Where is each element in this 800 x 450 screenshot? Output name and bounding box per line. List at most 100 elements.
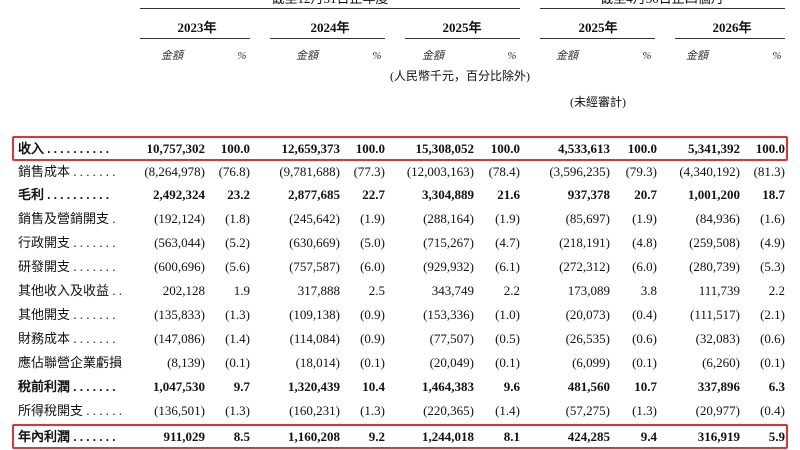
cell: 9.4 — [640, 429, 657, 444]
cell: (77,507) — [429, 331, 474, 346]
cell: (0.6) — [632, 331, 657, 346]
unaudited-note: (未經審計) — [570, 95, 626, 109]
cell: 9.2 — [368, 429, 385, 444]
rule — [405, 38, 520, 39]
cell: (4,340,192) — [679, 164, 740, 179]
rule — [270, 38, 385, 39]
cell: 10.4 — [362, 379, 385, 394]
cell: (4.9) — [760, 235, 785, 250]
cell: (9,781,688) — [279, 164, 340, 179]
cell: 1,320,439 — [288, 379, 340, 394]
cell: (563,044) — [154, 235, 205, 250]
cell: (0.1) — [632, 355, 657, 370]
cell: 21.6 — [497, 187, 520, 202]
cell: (245,642) — [289, 211, 340, 226]
cell: (218,191) — [559, 235, 610, 250]
cell: (1.3) — [360, 403, 385, 418]
cell: (1.9) — [360, 211, 385, 226]
cell: 1,001,200 — [688, 187, 740, 202]
cell: (280,739) — [689, 259, 740, 274]
cell: (111,517) — [690, 307, 740, 322]
amount-header: 金額 — [296, 50, 318, 62]
amount-header: 金額 — [556, 50, 578, 62]
cell: 2,492,324 — [153, 187, 205, 202]
rule — [540, 8, 785, 9]
cell: 5.9 — [768, 429, 785, 444]
cell: (18,014) — [295, 355, 340, 370]
cell: 2.2 — [503, 283, 520, 298]
cell: 3,304,889 — [422, 187, 474, 202]
cell: (4.7) — [495, 235, 520, 250]
cell: 911,029 — [163, 429, 205, 444]
cell: (20,049) — [429, 355, 474, 370]
cell: 2,877,685 — [288, 187, 340, 202]
cell: 15,308,052 — [415, 141, 475, 156]
cell: (77.3) — [353, 164, 385, 179]
cell: 2.5 — [368, 283, 385, 298]
cell: 23.2 — [227, 187, 250, 202]
cell: 1.9 — [233, 283, 250, 298]
cell: (0.1) — [760, 355, 785, 370]
group-header: 截至12月31日止年度 — [271, 0, 388, 7]
row-label: 應佔聯營企業虧損 — [18, 355, 123, 370]
cell: (929,932) — [423, 259, 474, 274]
highlight-box — [12, 136, 788, 161]
cell: 173,089 — [567, 283, 610, 298]
cell: 937,378 — [567, 187, 610, 202]
cell: 18.7 — [762, 187, 785, 202]
year-header: 2025年 — [578, 20, 618, 35]
percent-header: % — [372, 50, 382, 62]
cell: 100.0 — [355, 141, 385, 156]
cell: (1.3) — [632, 403, 657, 418]
cell: (6,260) — [702, 355, 740, 370]
cell: (1.9) — [632, 211, 657, 226]
cell: 5,341,392 — [688, 141, 740, 156]
year-header: 2025年 — [442, 20, 482, 35]
percent-header: % — [772, 50, 782, 62]
cell: 100.0 — [220, 141, 250, 156]
row-label: 其他開支 . . . . . . . — [18, 307, 116, 322]
row-label: 銷售成本 . . . . . . . — [18, 164, 116, 179]
cell: 3.8 — [640, 283, 657, 298]
cell: (20,977) — [695, 403, 740, 418]
row-label: 毛利 . . . . . . . . . . — [18, 187, 110, 202]
cell: (135,833) — [154, 307, 205, 322]
cell: (1.9) — [495, 211, 520, 226]
cell: (288,164) — [423, 211, 474, 226]
cell: (0.1) — [360, 355, 385, 370]
row-label: 所得稅開支 . . . . . . — [18, 403, 123, 418]
cell: (136,501) — [154, 403, 205, 418]
cell: (147,086) — [154, 331, 205, 346]
cell: (85,697) — [565, 211, 610, 226]
cell: 481,560 — [567, 379, 610, 394]
row-label: 收入 . . . . . . . . . . — [18, 141, 110, 156]
cell: (1.3) — [225, 403, 250, 418]
cell: 337,896 — [697, 379, 740, 394]
cell: (1.8) — [225, 211, 250, 226]
cell: (6.1) — [495, 259, 520, 274]
cell: (84,936) — [695, 211, 740, 226]
cell: 1,160,208 — [288, 429, 340, 444]
cell: (57,275) — [565, 403, 610, 418]
cell: (1.3) — [225, 307, 250, 322]
cell: (1.4) — [225, 331, 250, 346]
cell: (0.5) — [495, 331, 520, 346]
year-header: 2026年 — [712, 20, 752, 35]
cell: 12,659,373 — [281, 141, 341, 156]
cell: (259,508) — [689, 235, 740, 250]
cell: 9.6 — [503, 379, 520, 394]
rule — [540, 38, 655, 39]
cell: (757,587) — [289, 259, 340, 274]
row-label: 行政開支 . . . . . . . — [18, 235, 116, 250]
cell: (78.4) — [488, 164, 520, 179]
cell: (26,535) — [565, 331, 610, 346]
amount-header: 金額 — [422, 50, 444, 62]
cell: (220,365) — [423, 403, 474, 418]
row-label: 研發開支 . . . . . . . — [18, 259, 116, 274]
cell: (2.1) — [760, 307, 785, 322]
cell: 1,464,383 — [422, 379, 474, 394]
cell: (630,669) — [289, 235, 340, 250]
cell: 10,757,302 — [146, 141, 206, 156]
cell: (5.3) — [760, 259, 785, 274]
